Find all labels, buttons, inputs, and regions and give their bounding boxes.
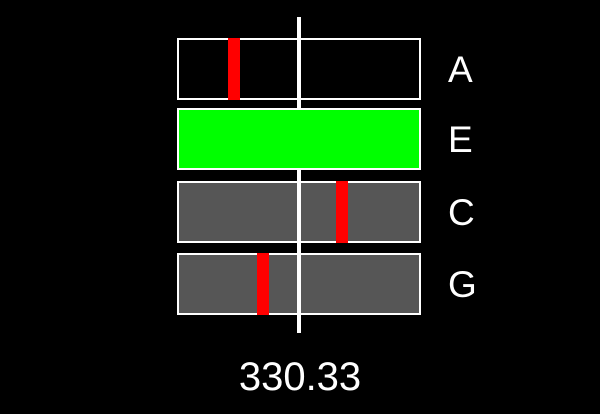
response-marker-a (228, 38, 241, 100)
bar-label-g: G (448, 263, 477, 305)
reference-line (297, 17, 301, 333)
reference-value-label: 330.33 (238, 355, 362, 399)
bar-e[interactable] (177, 108, 421, 170)
response-marker-c (336, 181, 349, 243)
response-marker-g (257, 253, 269, 315)
bar-label-e: E (448, 118, 473, 160)
bar-label-a: A (448, 48, 473, 90)
bar-label-c: C (448, 191, 475, 233)
bar-row-e: E (0, 108, 600, 170)
